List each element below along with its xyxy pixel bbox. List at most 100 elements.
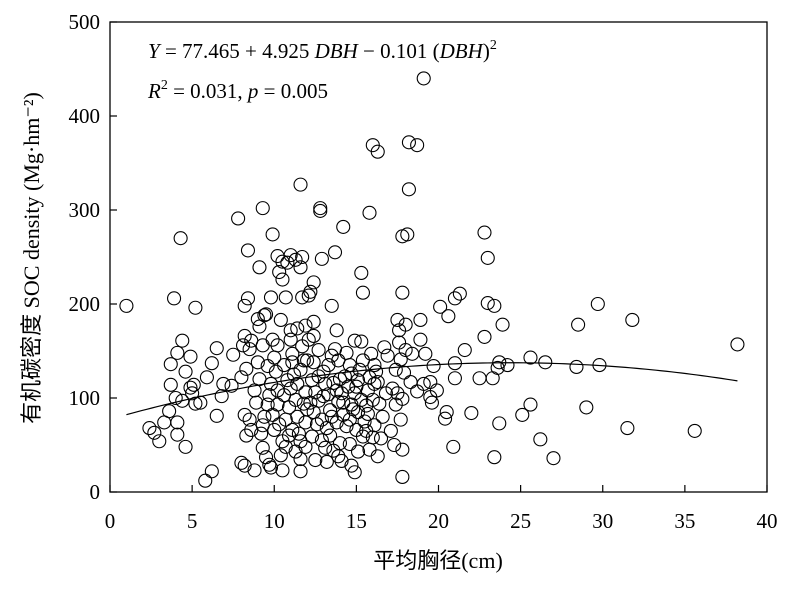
data-point <box>290 409 305 424</box>
data-point <box>216 376 231 391</box>
data-point <box>163 377 178 392</box>
data-point <box>178 439 193 454</box>
eq-text-2: − 0.101 ( <box>358 39 440 63</box>
data-point <box>625 312 640 328</box>
eq-superscript: 2 <box>490 38 497 53</box>
data-point <box>262 457 277 472</box>
data-point <box>350 405 366 420</box>
data-point <box>306 314 321 329</box>
data-point <box>388 362 403 377</box>
data-point <box>252 260 267 275</box>
data-point <box>546 451 561 466</box>
data-point <box>383 423 398 438</box>
data-point <box>183 349 198 364</box>
data-point <box>365 430 380 445</box>
data-point <box>492 416 507 431</box>
data-point <box>173 231 188 246</box>
x-tick-label: 10 <box>264 509 285 533</box>
data-point <box>329 323 344 338</box>
data-point <box>270 249 285 264</box>
data-point <box>298 318 313 333</box>
data-point <box>515 407 530 422</box>
data-point <box>339 345 354 360</box>
data-point <box>288 252 303 267</box>
data-point <box>342 358 357 373</box>
data-point <box>342 412 357 427</box>
data-point <box>170 415 185 430</box>
data-point <box>242 412 257 427</box>
data-point <box>410 384 425 399</box>
data-point <box>283 248 298 263</box>
data-point <box>204 356 219 371</box>
data-point <box>258 307 274 322</box>
data-point <box>495 317 510 332</box>
data-point <box>314 412 329 427</box>
data-point <box>188 300 203 315</box>
data-point <box>342 437 357 452</box>
data-point <box>204 464 219 479</box>
data-point <box>255 338 270 353</box>
data-point <box>265 407 280 422</box>
data-point <box>183 380 198 395</box>
data-point <box>186 377 201 392</box>
data-point <box>393 412 408 427</box>
data-point <box>331 449 346 464</box>
data-point <box>447 291 462 306</box>
data-point <box>254 426 269 441</box>
data-point <box>321 358 336 373</box>
data-point <box>367 418 382 433</box>
data-point <box>324 409 339 424</box>
data-point <box>377 340 392 355</box>
regression-equation: Y = 77.465 + 4.925 DBH − 0.101 (DBH)2 <box>148 38 497 63</box>
data-point <box>354 392 369 407</box>
data-point <box>175 333 190 348</box>
data-point <box>198 473 213 488</box>
data-point <box>354 265 369 281</box>
x-tick-label: 35 <box>674 509 695 533</box>
data-point <box>327 245 343 260</box>
data-point <box>234 455 249 470</box>
data-point <box>390 312 405 328</box>
data-point <box>533 432 548 447</box>
data-point <box>360 406 375 422</box>
data-points <box>119 71 745 488</box>
data-point <box>255 201 270 216</box>
data-point <box>326 375 341 391</box>
stats-text-2: = 0.005 <box>258 79 328 103</box>
data-point <box>293 177 308 192</box>
data-point <box>569 359 584 375</box>
data-point <box>441 309 456 324</box>
data-point <box>313 203 328 218</box>
data-point <box>311 393 326 408</box>
stats-p-symbol: p <box>246 79 259 103</box>
data-point <box>242 342 257 357</box>
data-point <box>390 386 405 401</box>
y-tick-label: 0 <box>90 480 101 504</box>
data-point <box>424 395 439 410</box>
data-point <box>275 272 290 287</box>
y-tick-label: 300 <box>69 198 101 222</box>
data-point <box>306 355 321 370</box>
data-point <box>185 386 200 401</box>
data-point <box>209 341 224 356</box>
data-point <box>267 422 282 438</box>
data-point <box>311 343 326 358</box>
data-point <box>235 338 251 353</box>
data-point <box>472 371 487 386</box>
data-point <box>301 332 316 347</box>
x-tick-label: 25 <box>510 509 531 533</box>
data-point <box>300 402 315 417</box>
data-point <box>365 392 380 407</box>
data-point <box>278 290 293 305</box>
x-tick-label: 15 <box>346 509 367 533</box>
data-point <box>362 205 377 220</box>
data-point <box>523 350 538 365</box>
data-point <box>300 353 315 368</box>
data-point <box>485 371 500 386</box>
regression-stats: R2 = 0.031, p = 0.005 <box>147 78 328 103</box>
data-point <box>395 391 410 406</box>
data-point <box>416 376 431 391</box>
data-point <box>283 332 298 347</box>
data-point <box>447 371 462 386</box>
